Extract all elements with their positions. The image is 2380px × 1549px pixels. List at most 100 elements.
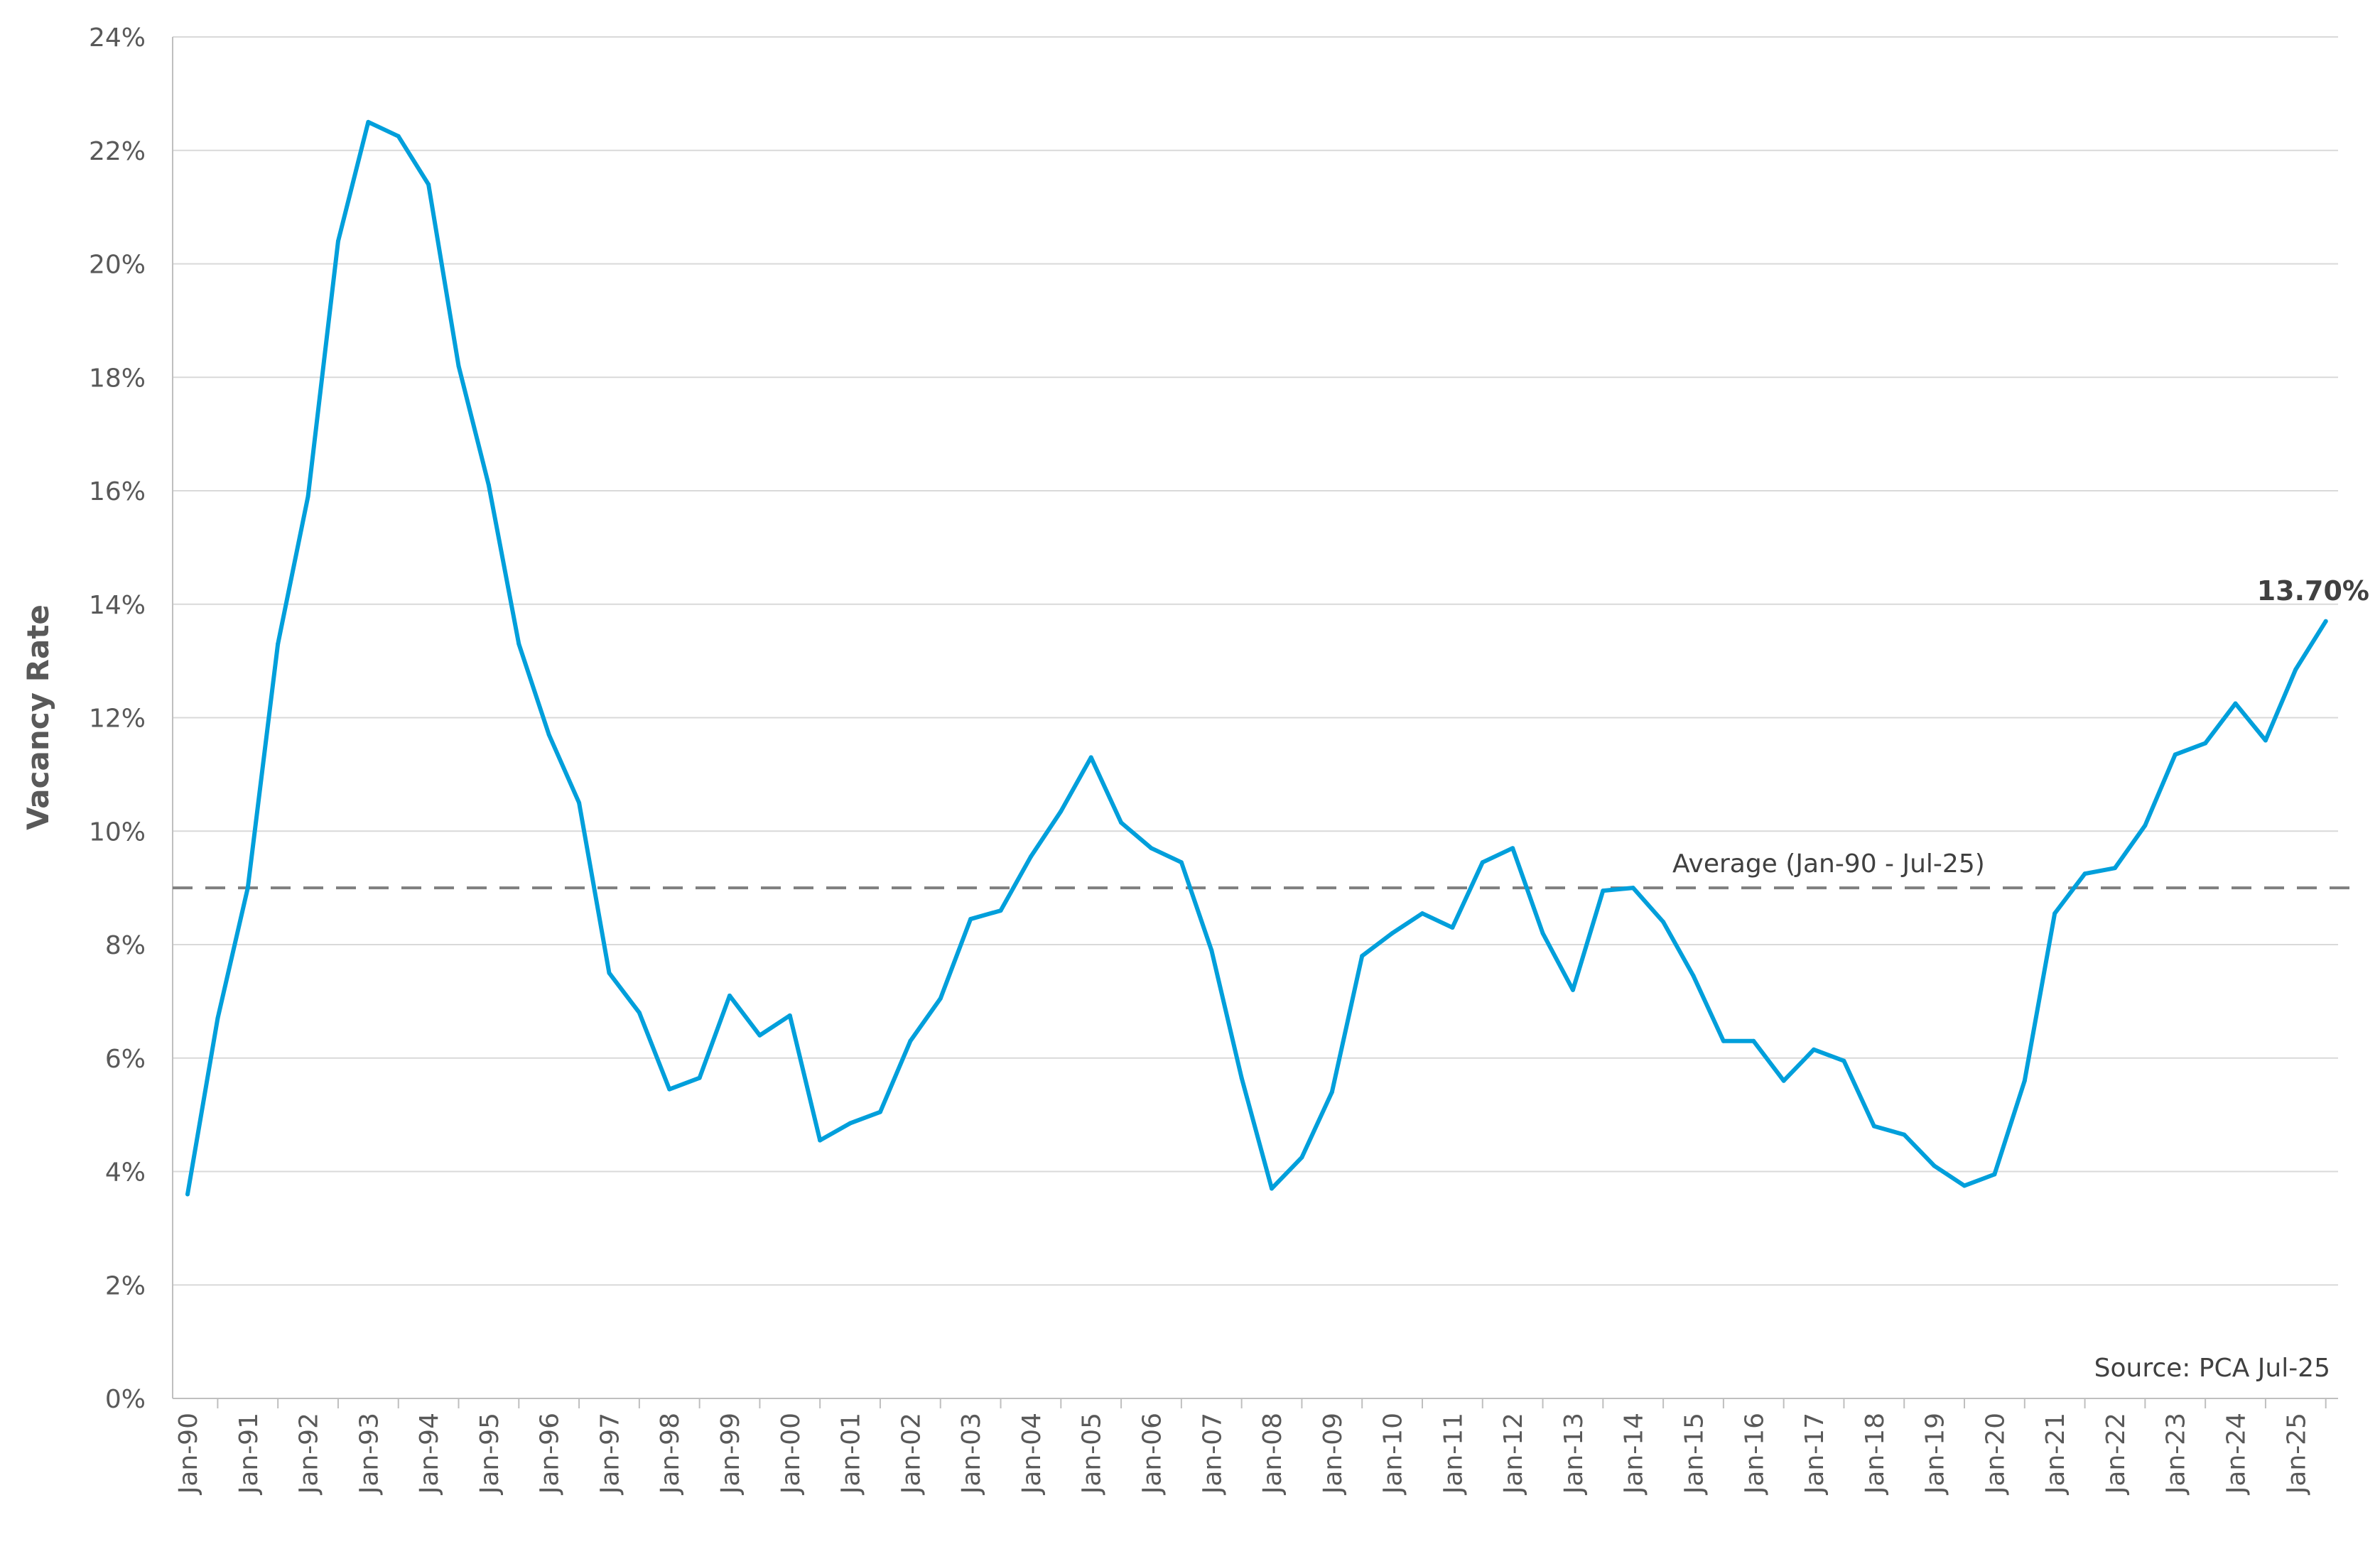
data-point xyxy=(1691,973,1696,978)
data-point xyxy=(1088,755,1093,760)
data-point xyxy=(1119,820,1124,825)
y-tick-label: 10% xyxy=(89,817,146,847)
y-tick-label: 12% xyxy=(89,705,146,734)
x-tick-label: Jan-10 xyxy=(1379,1413,1408,1495)
data-point xyxy=(2082,871,2087,876)
data-point xyxy=(968,917,973,922)
data-point xyxy=(757,1033,762,1038)
data-point xyxy=(877,1109,882,1114)
data-point xyxy=(2143,823,2148,828)
data-point xyxy=(1179,860,1184,865)
data-point xyxy=(335,239,340,244)
x-tick-label: Jan-01 xyxy=(837,1413,866,1495)
data-point xyxy=(818,1138,823,1143)
x-tick-label: Jan-08 xyxy=(1258,1413,1287,1495)
data-point xyxy=(1149,846,1154,851)
x-tick-label: Jan-90 xyxy=(174,1413,203,1495)
data-point xyxy=(1239,1075,1244,1080)
data-point xyxy=(908,1038,913,1043)
x-tick-label: Jan-22 xyxy=(2102,1413,2131,1495)
data-point xyxy=(667,1087,672,1092)
x-tick-label: Jan-03 xyxy=(957,1413,986,1495)
x-tick-label: Jan-02 xyxy=(897,1413,926,1495)
data-point xyxy=(1721,1038,1726,1043)
x-tick-label: Jan-18 xyxy=(1861,1413,1890,1495)
data-point xyxy=(276,641,281,646)
x-tick-label: Jan-17 xyxy=(1800,1413,1829,1495)
x-tick-label: Jan-12 xyxy=(1499,1413,1528,1495)
data-point xyxy=(1360,953,1365,958)
data-point xyxy=(787,1013,792,1018)
x-tick-label: Jan-09 xyxy=(1319,1413,1348,1495)
data-point xyxy=(2022,1078,2027,1083)
data-point xyxy=(1781,1078,1786,1083)
y-tick-label: 22% xyxy=(89,137,146,166)
y-tick-label: 8% xyxy=(105,931,146,960)
x-tick-label: Jan-21 xyxy=(2041,1413,2070,1495)
data-point xyxy=(1661,920,1666,925)
data-point xyxy=(2173,752,2178,757)
x-tick-label: Jan-24 xyxy=(2222,1413,2251,1495)
data-point xyxy=(1601,888,1606,893)
data-point xyxy=(727,993,732,998)
x-tick-label: Jan-23 xyxy=(2162,1413,2191,1495)
vacancy-rate-line xyxy=(185,119,2328,1197)
data-point xyxy=(1450,925,1455,930)
data-point xyxy=(2323,619,2328,624)
x-tick-label: Jan-94 xyxy=(415,1413,444,1495)
data-point xyxy=(2293,667,2298,672)
x-tick-label: Jan-15 xyxy=(1680,1413,1709,1495)
data-point xyxy=(516,641,521,646)
data-point xyxy=(486,483,491,488)
data-point xyxy=(1751,1038,1756,1043)
data-point xyxy=(1059,809,1064,814)
data-point xyxy=(396,134,401,138)
data-point xyxy=(2203,741,2208,746)
data-point xyxy=(577,800,582,805)
y-axis-title: Vacancy Rate xyxy=(21,604,55,830)
data-point xyxy=(1510,846,1515,851)
x-tick-label: Jan-20 xyxy=(1981,1413,2010,1495)
data-point xyxy=(2233,701,2238,706)
data-point xyxy=(998,908,1003,913)
data-point xyxy=(305,494,310,499)
data-point xyxy=(2112,866,2117,871)
x-tick-label: Jan-07 xyxy=(1198,1413,1227,1495)
x-tick-label: Jan-91 xyxy=(234,1413,264,1495)
average-label: Average (Jan-90 - Jul-25) xyxy=(1672,849,1985,879)
data-point xyxy=(1902,1132,1907,1137)
y-tick-label: 6% xyxy=(105,1045,146,1074)
gridlines xyxy=(173,36,2338,1286)
data-point xyxy=(637,1010,642,1015)
x-tick-label: Jan-00 xyxy=(777,1413,806,1495)
x-tick-label: Jan-19 xyxy=(1921,1413,1950,1495)
x-tick-label: Jan-04 xyxy=(1017,1413,1046,1495)
y-tick-label: 4% xyxy=(105,1158,146,1187)
x-tick-label: Jan-14 xyxy=(1620,1413,1649,1495)
data-point xyxy=(546,732,551,737)
data-point xyxy=(245,886,250,891)
data-point xyxy=(1812,1047,1817,1052)
x-tick-label: Jan-93 xyxy=(355,1413,384,1495)
data-point xyxy=(366,119,371,124)
x-tick-label: Jan-92 xyxy=(295,1413,324,1495)
y-tick-label: 14% xyxy=(89,591,146,620)
data-point xyxy=(697,1075,702,1080)
data-point xyxy=(1480,860,1485,865)
x-tick-label: Jan-05 xyxy=(1078,1413,1107,1495)
data-point xyxy=(1932,1163,1937,1168)
data-points xyxy=(185,119,2328,1197)
data-point xyxy=(848,1121,853,1126)
data-point xyxy=(2263,738,2268,743)
data-point xyxy=(215,1016,220,1021)
y-tick-label: 20% xyxy=(89,251,146,280)
source-note: Source: PCA Jul-25 xyxy=(2094,1354,2330,1383)
x-tick-label: Jan-11 xyxy=(1439,1413,1468,1495)
y-tick-label: 18% xyxy=(89,364,146,393)
data-point xyxy=(607,970,612,975)
data-point xyxy=(2052,911,2057,916)
data-point xyxy=(426,182,431,187)
data-point xyxy=(1540,931,1545,936)
y-tick-label: 24% xyxy=(89,23,146,53)
